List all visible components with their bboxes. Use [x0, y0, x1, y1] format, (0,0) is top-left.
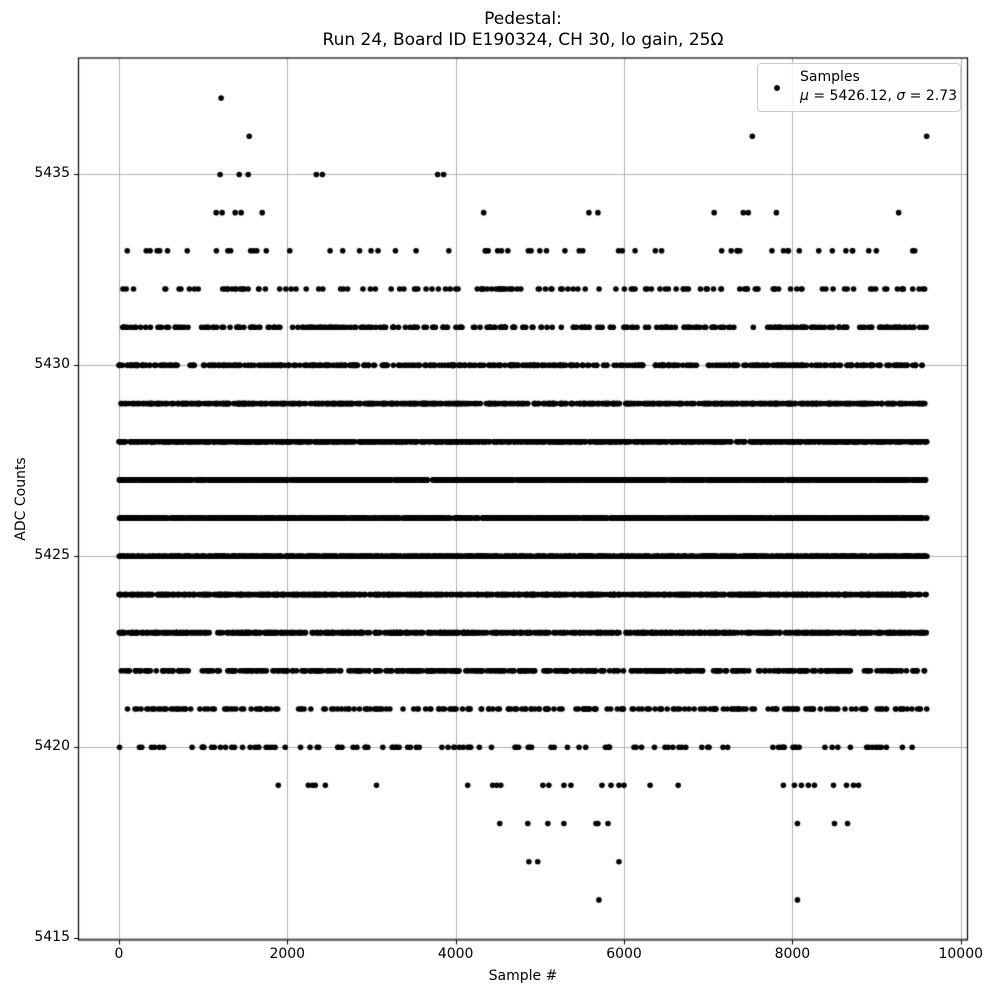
x-tick-label: 8000 [774, 946, 811, 962]
legend-sample-marker-icon [774, 84, 780, 91]
x-tick-label: 10000 [938, 946, 984, 962]
sigma-value: = 2.73 [905, 88, 958, 104]
mu-value: = 5426.12, [808, 88, 897, 104]
y-tick-label: 5415 [34, 929, 70, 946]
legend-label-samples: Samples [800, 69, 860, 85]
chart-title-line1: Pedestal: [484, 9, 562, 29]
y-tick-label: 5420 [34, 738, 70, 755]
x-tick-label: 0 [114, 946, 124, 962]
chart-title-line2: Run 24, Board ID E190324, CH 30, lo gain… [322, 30, 724, 50]
x-axis-label: Sample # [488, 968, 558, 984]
mu-symbol: μ [800, 88, 809, 104]
chart-title: Pedestal: Run 24, Board ID E190324, CH 30… [78, 9, 968, 51]
y-axis-label: ADC Counts [13, 457, 29, 541]
sigma-symbol: σ [896, 88, 906, 104]
y-tick-label: 5430 [34, 356, 70, 373]
legend: Samples μ = 5426.12, σ = 2.73 [757, 63, 961, 112]
y-tick-label: 5435 [34, 165, 70, 182]
x-tick-label: 4000 [437, 946, 474, 962]
x-tick-label: 6000 [606, 946, 642, 962]
legend-label-stats: μ = 5426.12, σ = 2.73 [800, 87, 957, 106]
x-tick-label: 2000 [269, 946, 306, 962]
y-tick-label: 5425 [34, 547, 70, 564]
